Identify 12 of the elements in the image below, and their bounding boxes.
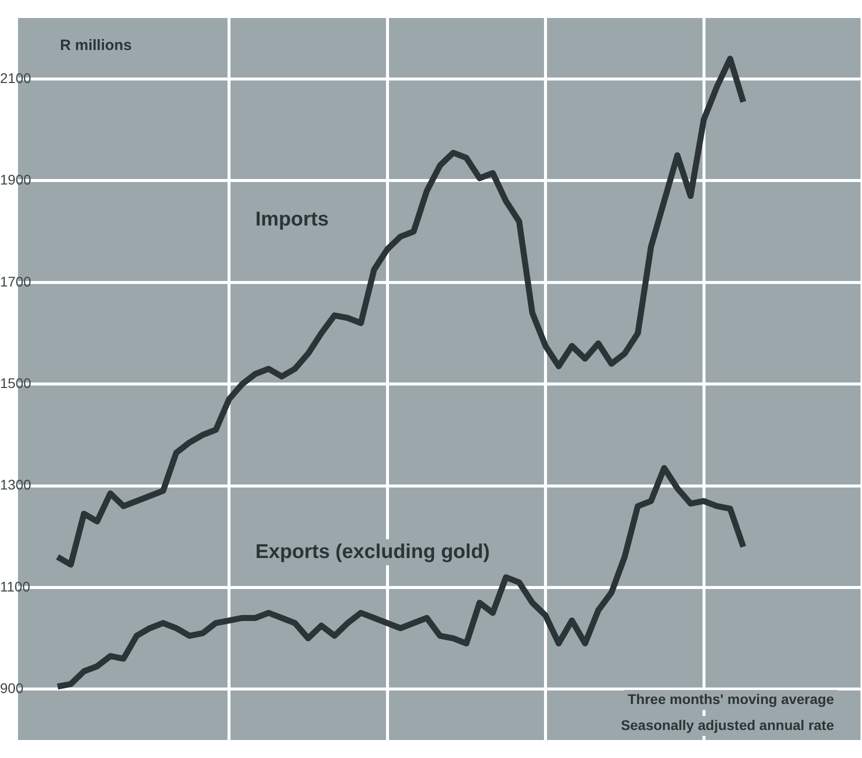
annotation: Seasonally adjusted annual rate: [620, 716, 834, 733]
y-tick-label: 1300: [0, 476, 32, 493]
y-tick-label: 1700: [0, 273, 32, 290]
y-tick-label: 1100: [0, 578, 30, 594]
y-tick-label: 1500: [0, 374, 32, 391]
y-axis-title: R millions: [60, 37, 132, 54]
text: Imports: [255, 208, 329, 231]
series-label: Exports (excluding gold): [255, 540, 490, 563]
y-tick-label: 900: [0, 680, 24, 696]
y-tick-label: 2100: [0, 70, 32, 86]
y-tick-label: 1900: [0, 172, 32, 188]
annotation: Three months' moving average: [628, 690, 834, 707]
